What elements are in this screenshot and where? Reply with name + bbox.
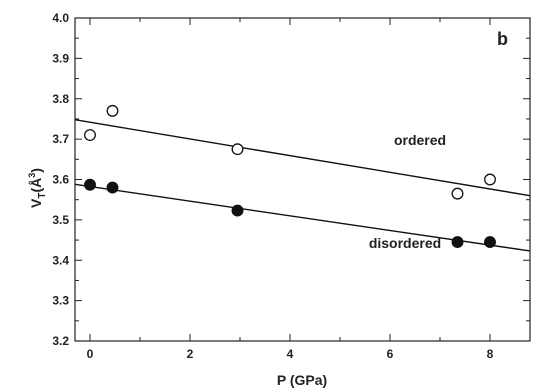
axis-tick-labels: 0 2 4 6 8 3.2 3.3 3.4 3.5 3.6 3.7 3.8 3.9 4.0 xyxy=(52,11,493,361)
y-axis-title: VT(Å3) xyxy=(27,168,48,208)
ordered-fit-line xyxy=(74,119,531,197)
y-tick-label: 3.4 xyxy=(52,253,69,267)
ordered-data-point xyxy=(484,173,496,186)
disordered-data-point xyxy=(231,204,244,217)
disordered-data-point xyxy=(106,181,119,194)
ordered-data-point xyxy=(84,129,96,142)
y-tick-label: 4.0 xyxy=(52,11,69,25)
plot-frame xyxy=(74,17,531,342)
annotations: ordered disordered xyxy=(369,132,446,251)
ordered-data-point xyxy=(106,104,119,117)
ordered-data-point xyxy=(451,187,464,200)
y-axis-unit-sup: 3 xyxy=(27,173,37,178)
y-axis-subscript: T xyxy=(37,193,48,199)
y-axis-unit-close: ) xyxy=(28,168,44,173)
y-axis-symbol: V xyxy=(28,198,44,208)
y-tick-label: 3.9 xyxy=(52,51,69,65)
panel-label: b xyxy=(497,29,508,49)
disordered-data-point xyxy=(84,178,96,191)
x-tick-label: 0 xyxy=(87,347,94,361)
y-tick-label: 3.8 xyxy=(52,92,69,106)
fit-lines xyxy=(74,119,531,252)
axis-ticks xyxy=(75,17,530,342)
x-tick-label: 8 xyxy=(487,347,494,361)
disordered-data-point xyxy=(451,236,464,249)
annotation-label: disordered xyxy=(369,235,441,251)
data-points xyxy=(84,104,496,249)
x-tick-label: 4 xyxy=(287,347,294,361)
y-tick-label: 3.6 xyxy=(52,173,69,187)
y-axis-unit-open: (Å xyxy=(28,178,44,193)
x-axis-title: P (GPa) xyxy=(277,372,327,388)
y-tick-label: 3.2 xyxy=(52,334,69,348)
annotation-label: ordered xyxy=(394,132,446,148)
x-tick-label: 2 xyxy=(187,347,194,361)
ordered-data-point xyxy=(231,143,244,156)
disordered-data-point xyxy=(484,236,496,249)
y-tick-label: 3.3 xyxy=(52,294,69,308)
x-tick-label: 6 xyxy=(387,347,394,361)
y-tick-label: 3.5 xyxy=(52,213,69,227)
y-tick-label: 3.7 xyxy=(52,132,69,146)
